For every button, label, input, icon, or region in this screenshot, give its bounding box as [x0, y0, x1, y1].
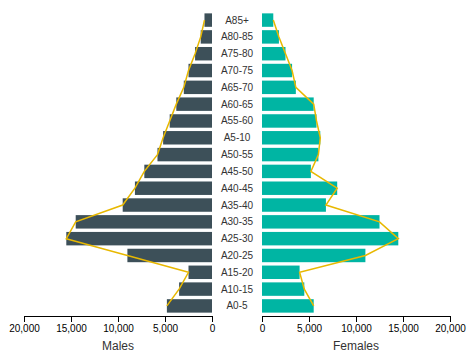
tick: 20,000: [9, 316, 40, 334]
bar: [262, 97, 314, 110]
tick-mark: [309, 316, 310, 322]
plot-area: [262, 13, 398, 312]
tick-label: 15,000: [388, 323, 419, 334]
bar: [189, 266, 213, 279]
category-label: A0-5: [226, 300, 248, 311]
category-label: A45-50: [221, 166, 254, 177]
bar: [157, 148, 212, 161]
bar: [262, 198, 326, 211]
plot-area: [66, 13, 212, 312]
chart: 20,00015,00010,0005,0000MalesA0-5A10-15A…: [0, 0, 474, 358]
tick-mark: [450, 316, 451, 322]
tick-mark: [356, 316, 357, 322]
bar: [123, 198, 212, 211]
bar: [176, 97, 212, 110]
bar: [262, 181, 337, 194]
bar: [262, 13, 273, 26]
bar: [170, 114, 212, 127]
tick-mark: [212, 316, 213, 322]
tick: 0: [260, 316, 266, 334]
bar: [262, 30, 279, 43]
tick-label: 0: [210, 323, 216, 334]
tick: 5,000: [297, 316, 322, 334]
category-label: A15-20: [221, 267, 254, 278]
category-label: A20-25: [221, 250, 254, 261]
axis-title: Females: [333, 339, 379, 353]
tick: 10,000: [103, 316, 134, 334]
tick-label: 5,000: [297, 323, 322, 334]
bar: [262, 266, 300, 279]
tick-label: 20,000: [9, 323, 40, 334]
line: [273, 20, 398, 306]
bar: [262, 232, 398, 245]
tick: 20,000: [435, 316, 466, 334]
category-label: A75-80: [221, 48, 254, 59]
line: [66, 20, 204, 306]
x-axis: 20,000 15,000 10,000 5,000 0: [9, 316, 216, 334]
bar: [167, 299, 212, 312]
bar: [76, 215, 212, 228]
bar: [195, 47, 212, 60]
bar: [262, 81, 296, 94]
x-axis: 0 5,000 10,000 15,000 20,000: [260, 316, 467, 334]
tick-label: 15,000: [56, 323, 87, 334]
category-label: A5-10: [224, 132, 251, 143]
category-label: A85+: [225, 15, 249, 26]
category-label: A35-40: [221, 200, 254, 211]
panel: 20,000 15,000 10,000 5,000 0 Males: [9, 13, 216, 353]
bar: [262, 131, 320, 144]
category-labels: A0-5 A10-15 A15-20 A20-25 A25-30 A30-35 A35-40…: [221, 15, 254, 312]
bar: [262, 165, 311, 178]
bar: [262, 299, 314, 312]
bar: [179, 282, 212, 295]
category-label: A80-85: [221, 31, 254, 42]
tick-label: 10,000: [341, 323, 372, 334]
bar: [262, 114, 317, 127]
category-label: A65-70: [221, 82, 254, 93]
bar: [66, 232, 212, 245]
bar: [262, 47, 286, 60]
bar: [262, 64, 292, 77]
category-label: A70-75: [221, 65, 254, 76]
axis-line: [263, 317, 451, 323]
bar: [262, 148, 318, 161]
bar: [135, 181, 212, 194]
bar: [163, 131, 212, 144]
panel: 0 5,000 10,000 15,000 20,000 Females: [260, 13, 467, 353]
axis-title: Males: [102, 339, 134, 353]
bar: [184, 81, 212, 94]
tick: 5,000: [153, 316, 178, 334]
category-label: A50-55: [221, 149, 254, 160]
tick-label: 10,000: [103, 323, 134, 334]
tick-mark: [118, 316, 119, 322]
tick-mark: [262, 316, 263, 322]
bar: [262, 282, 304, 295]
tick-mark: [165, 316, 166, 322]
category-label: A25-30: [221, 233, 254, 244]
bar: [262, 215, 380, 228]
axis-line: [25, 317, 213, 323]
tick: 10,000: [341, 316, 372, 334]
category-label: A30-35: [221, 216, 254, 227]
tick-mark: [71, 316, 72, 322]
bar: [204, 13, 212, 26]
tick-mark: [403, 316, 404, 322]
tick: 0: [210, 316, 216, 334]
tick-label: 0: [260, 323, 266, 334]
tick: 15,000: [56, 316, 87, 334]
tick-label: 5,000: [153, 323, 178, 334]
category-label: A60-65: [221, 99, 254, 110]
tick: 15,000: [388, 316, 419, 334]
category-label: A55-60: [221, 115, 254, 126]
bar: [144, 165, 212, 178]
tick-label: 20,000: [435, 323, 466, 334]
bar: [189, 64, 213, 77]
tick-mark: [24, 316, 25, 322]
category-label: A40-45: [221, 183, 254, 194]
category-label: A10-15: [221, 284, 254, 295]
bar: [127, 249, 212, 262]
